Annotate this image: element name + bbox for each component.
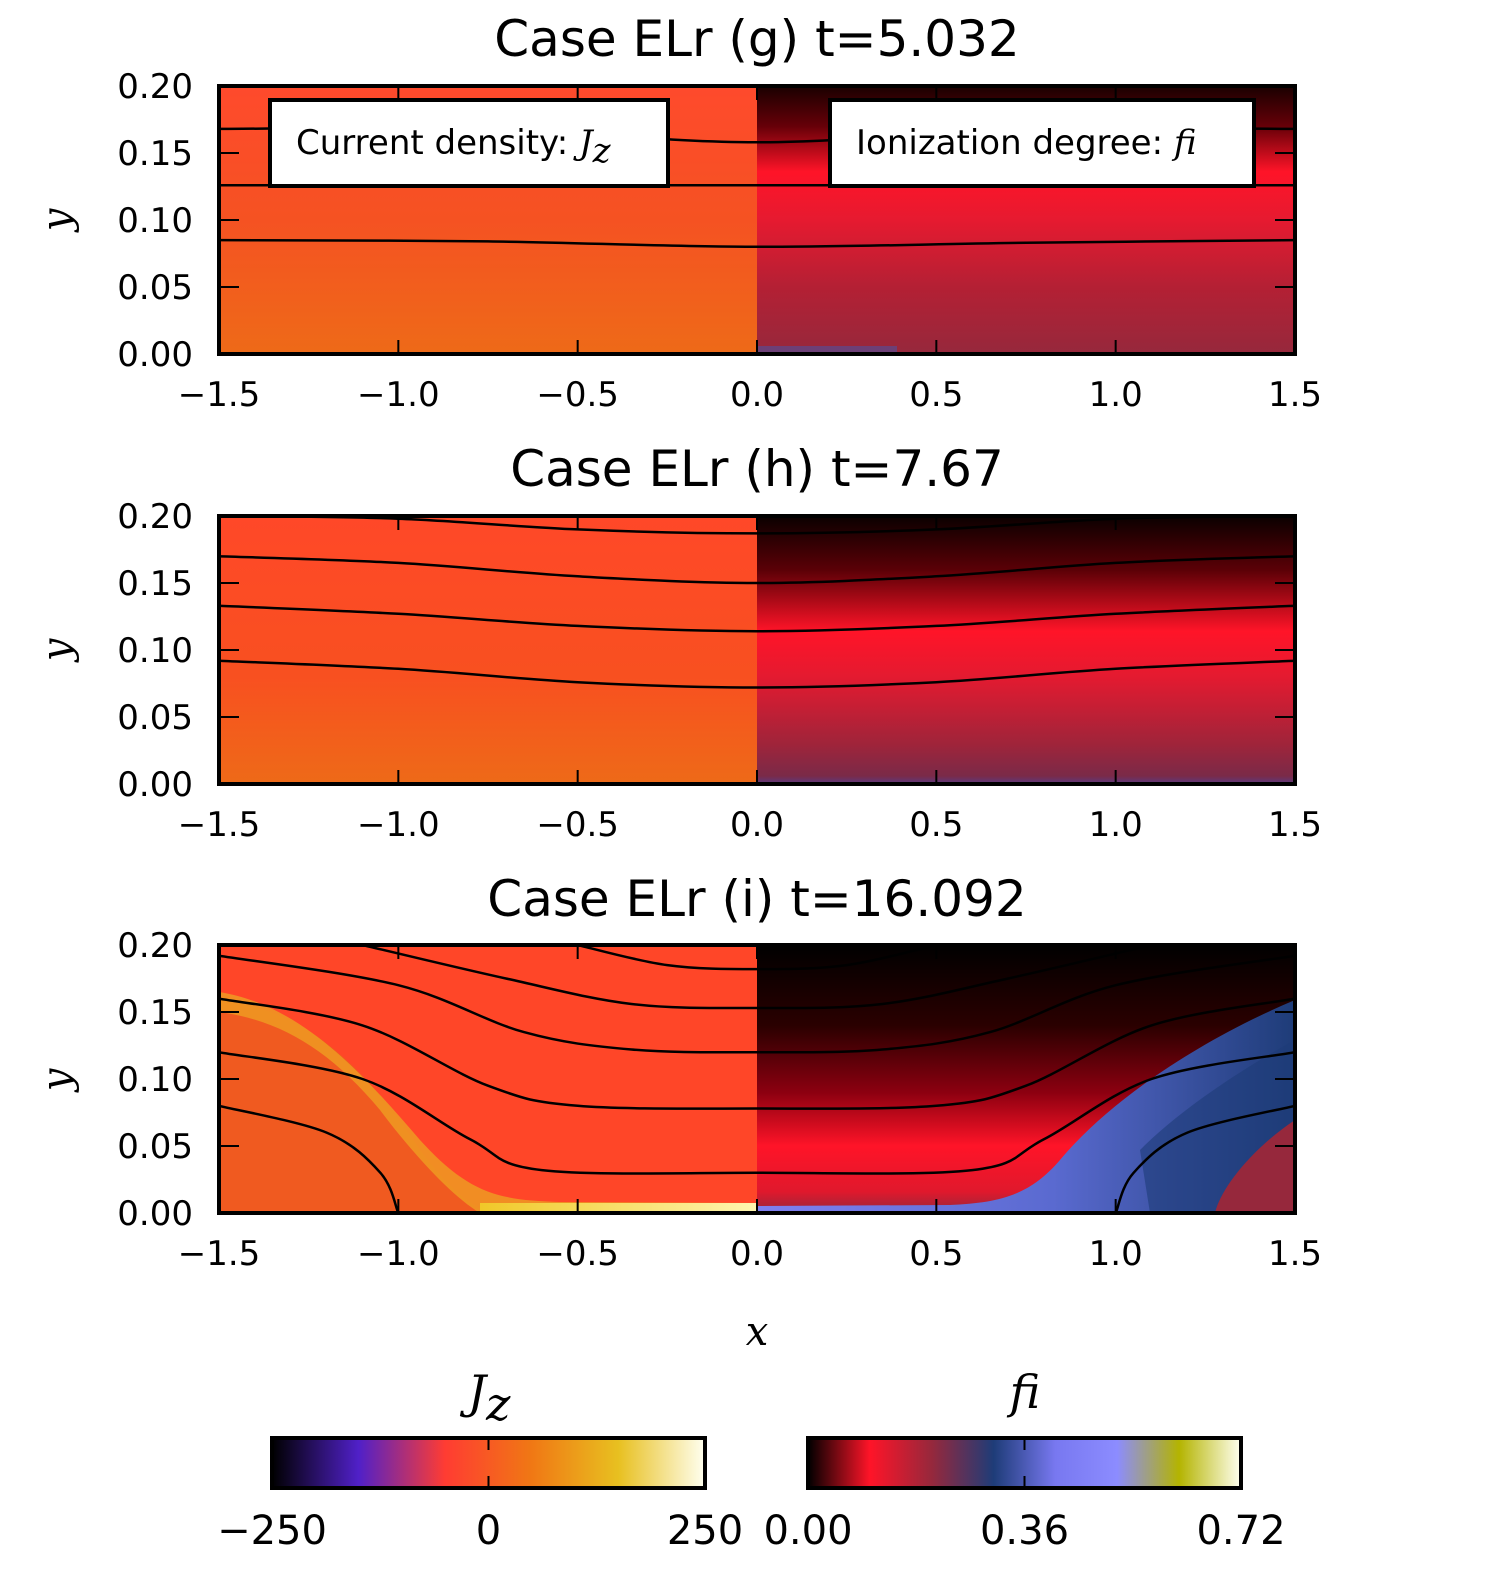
y-tick-label: 0.05 [117, 698, 193, 738]
field-line-6 [1114, 1104, 1295, 1213]
y-tick-label: 0.15 [117, 993, 193, 1033]
x-tick-label: 1.5 [1268, 375, 1322, 415]
panel-h-fi-field [757, 516, 1295, 784]
legend-fi: Ionization degree: fi [828, 98, 1256, 188]
legend-jz: Current density: Jz [268, 98, 670, 188]
x-tick-label: −1.5 [178, 805, 261, 845]
colorbar-fi: fi 0.00 0.36 0.72 [763, 1365, 1285, 1554]
legend-jz-box [268, 98, 670, 188]
field-line-2 [219, 238, 1295, 249]
field-line-3 [219, 997, 1295, 1110]
x-tick-label: 0.0 [730, 805, 784, 845]
x-tick-label: 1.0 [1089, 375, 1143, 415]
x-tick-label: 1.5 [1268, 1234, 1322, 1274]
panel-h: Case ELr (h) t=7.67 −1.5 −1.0 −0.5 0.0 0.5 1.… [34, 440, 1322, 845]
x-tick-label: 0.5 [909, 1234, 963, 1274]
panel-h-jz-field [219, 516, 757, 784]
field-line-3 [219, 659, 1295, 689]
colorbar-tick-label: 0.36 [980, 1508, 1069, 1554]
panel-i-ylabel: y [34, 1067, 80, 1093]
colorbar-jz: Jz −250 0 250 [217, 1365, 743, 1554]
field-line-1 [362, 945, 1152, 1010]
panel-i: Case ELr (i) t=16.092 −1.5 −1.0 −0.5 0.0 0.5… [34, 870, 1322, 1355]
panel-h-heatmap [219, 516, 1295, 784]
y-tick-label: 0.05 [117, 1127, 193, 1167]
x-tick-label: −1.0 [357, 1234, 440, 1274]
y-tick-label: 0.00 [117, 765, 193, 805]
legend-fi-box [828, 98, 1256, 188]
field-line-0 [577, 945, 937, 971]
panel-g: Case ELr (g) t=5.032 −1.5 −1.0 −0.5 0.0 0.5 1… [34, 10, 1322, 415]
colorbar-tick-label: 0.72 [1196, 1508, 1285, 1554]
panel-g-ticks: −1.5 −1.0 −0.5 0.0 0.5 1.0 1.5 0.00 0.05 0.10 0.15… [117, 67, 1322, 415]
x-tick-label: −1.0 [357, 805, 440, 845]
legend-fi-label: Ionization degree: fi [856, 123, 1197, 163]
field-line-5 [219, 1104, 400, 1213]
y-tick-label: 0.10 [117, 1060, 193, 1100]
y-tick-label: 0.00 [117, 335, 193, 375]
x-tick-label: −0.5 [536, 375, 619, 415]
panel-h-ticks: −1.5 −1.0 −0.5 0.0 0.5 1.0 1.5 0.00 0.05 0.10 0.15… [117, 497, 1322, 845]
y-tick-label: 0.20 [117, 497, 193, 537]
panel-g-fi-bottom-blue [757, 346, 897, 354]
colorbar-tick-label: 250 [667, 1508, 743, 1554]
panel-g-ylabel: y [34, 207, 80, 233]
field-line-1 [219, 554, 1295, 585]
y-tick-label: 0.10 [117, 631, 193, 671]
field-line-2 [219, 954, 1295, 1054]
panel-i-ticks: −1.5 −1.0 −0.5 0.0 0.5 1.0 1.5 0.00 0.05 0.10 0.15… [117, 926, 1322, 1274]
panel-i-heatmap [219, 945, 1295, 1213]
panel-g-title: Case ELr (g) t=5.032 [494, 10, 1019, 68]
colorbar-jz-ticks: −250 0 250 [217, 1438, 743, 1554]
y-tick-label: 0.00 [117, 1194, 193, 1234]
x-tick-label: 0.5 [909, 375, 963, 415]
panel-i-jz-sheet-bottom [480, 1203, 757, 1213]
panel-i-title: Case ELr (i) t=16.092 [487, 870, 1026, 928]
panel-i-fi-crimson-corner [1215, 1120, 1295, 1213]
y-tick-label: 0.10 [117, 201, 193, 241]
colorbar-tick-label: 0.00 [763, 1508, 852, 1554]
colorbar-fi-ticks: 0.00 0.36 0.72 [763, 1438, 1286, 1554]
x-tick-label: −0.5 [536, 805, 619, 845]
x-tick-label: 1.0 [1089, 1234, 1143, 1274]
x-tick-label: 0.5 [909, 805, 963, 845]
y-tick-label: 0.05 [117, 268, 193, 308]
x-tick-label: −1.0 [357, 375, 440, 415]
colorbar-fi-label: fi [1007, 1365, 1041, 1419]
colorbar-jz-label: Jz [460, 1365, 511, 1431]
x-tick-label: 0.0 [730, 1234, 784, 1274]
x-tick-label: −1.5 [178, 375, 261, 415]
x-tick-label: 0.0 [730, 375, 784, 415]
panel-i-field-lines [219, 945, 1295, 1213]
y-tick-label: 0.20 [117, 926, 193, 966]
field-line-2 [219, 604, 1295, 633]
y-tick-label: 0.15 [117, 134, 193, 174]
x-tick-label: 1.0 [1089, 805, 1143, 845]
legend-jz-label: Current density: Jz [296, 123, 612, 171]
colorbar-tick-label: 0 [476, 1508, 501, 1554]
x-tick-label: 1.5 [1268, 805, 1322, 845]
panel-i-jz-current-sheet [219, 992, 757, 1213]
y-tick-label: 0.20 [117, 67, 193, 107]
x-tick-label: −1.5 [178, 1234, 261, 1274]
y-tick-label: 0.15 [117, 564, 193, 604]
field-line-4 [219, 1050, 1295, 1175]
x-tick-label: −0.5 [536, 1234, 619, 1274]
colorbar-tick-label: −250 [217, 1508, 327, 1554]
panel-h-ylabel: y [34, 637, 80, 663]
panel-h-title: Case ELr (h) t=7.67 [510, 440, 1004, 498]
panel-i-xlabel: x [746, 1309, 769, 1355]
